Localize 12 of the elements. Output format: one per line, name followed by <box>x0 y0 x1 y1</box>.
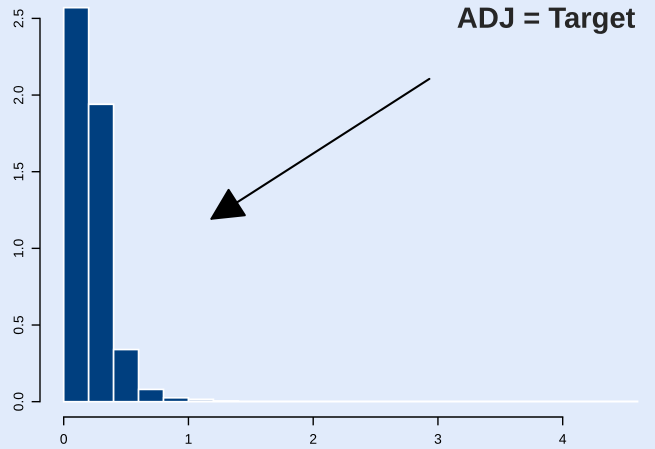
x-tick-label: 3 <box>434 434 442 444</box>
x-tick-label: 4 <box>559 434 566 444</box>
x-tick-label: 1 <box>186 434 192 444</box>
y-tick-label: 1.0 <box>14 239 24 257</box>
y-tick-label: 0.0 <box>14 392 24 411</box>
x-tick-label: 2 <box>310 434 316 444</box>
y-tick-label: 2.0 <box>14 86 24 104</box>
y-tick-label: 2.5 <box>14 9 24 28</box>
y-tick-label: 0.5 <box>14 316 24 334</box>
chart-title: ADJ = Target <box>458 8 635 34</box>
x-tick-label: 0 <box>60 434 68 444</box>
y-tick-label: 1.5 <box>14 162 24 180</box>
